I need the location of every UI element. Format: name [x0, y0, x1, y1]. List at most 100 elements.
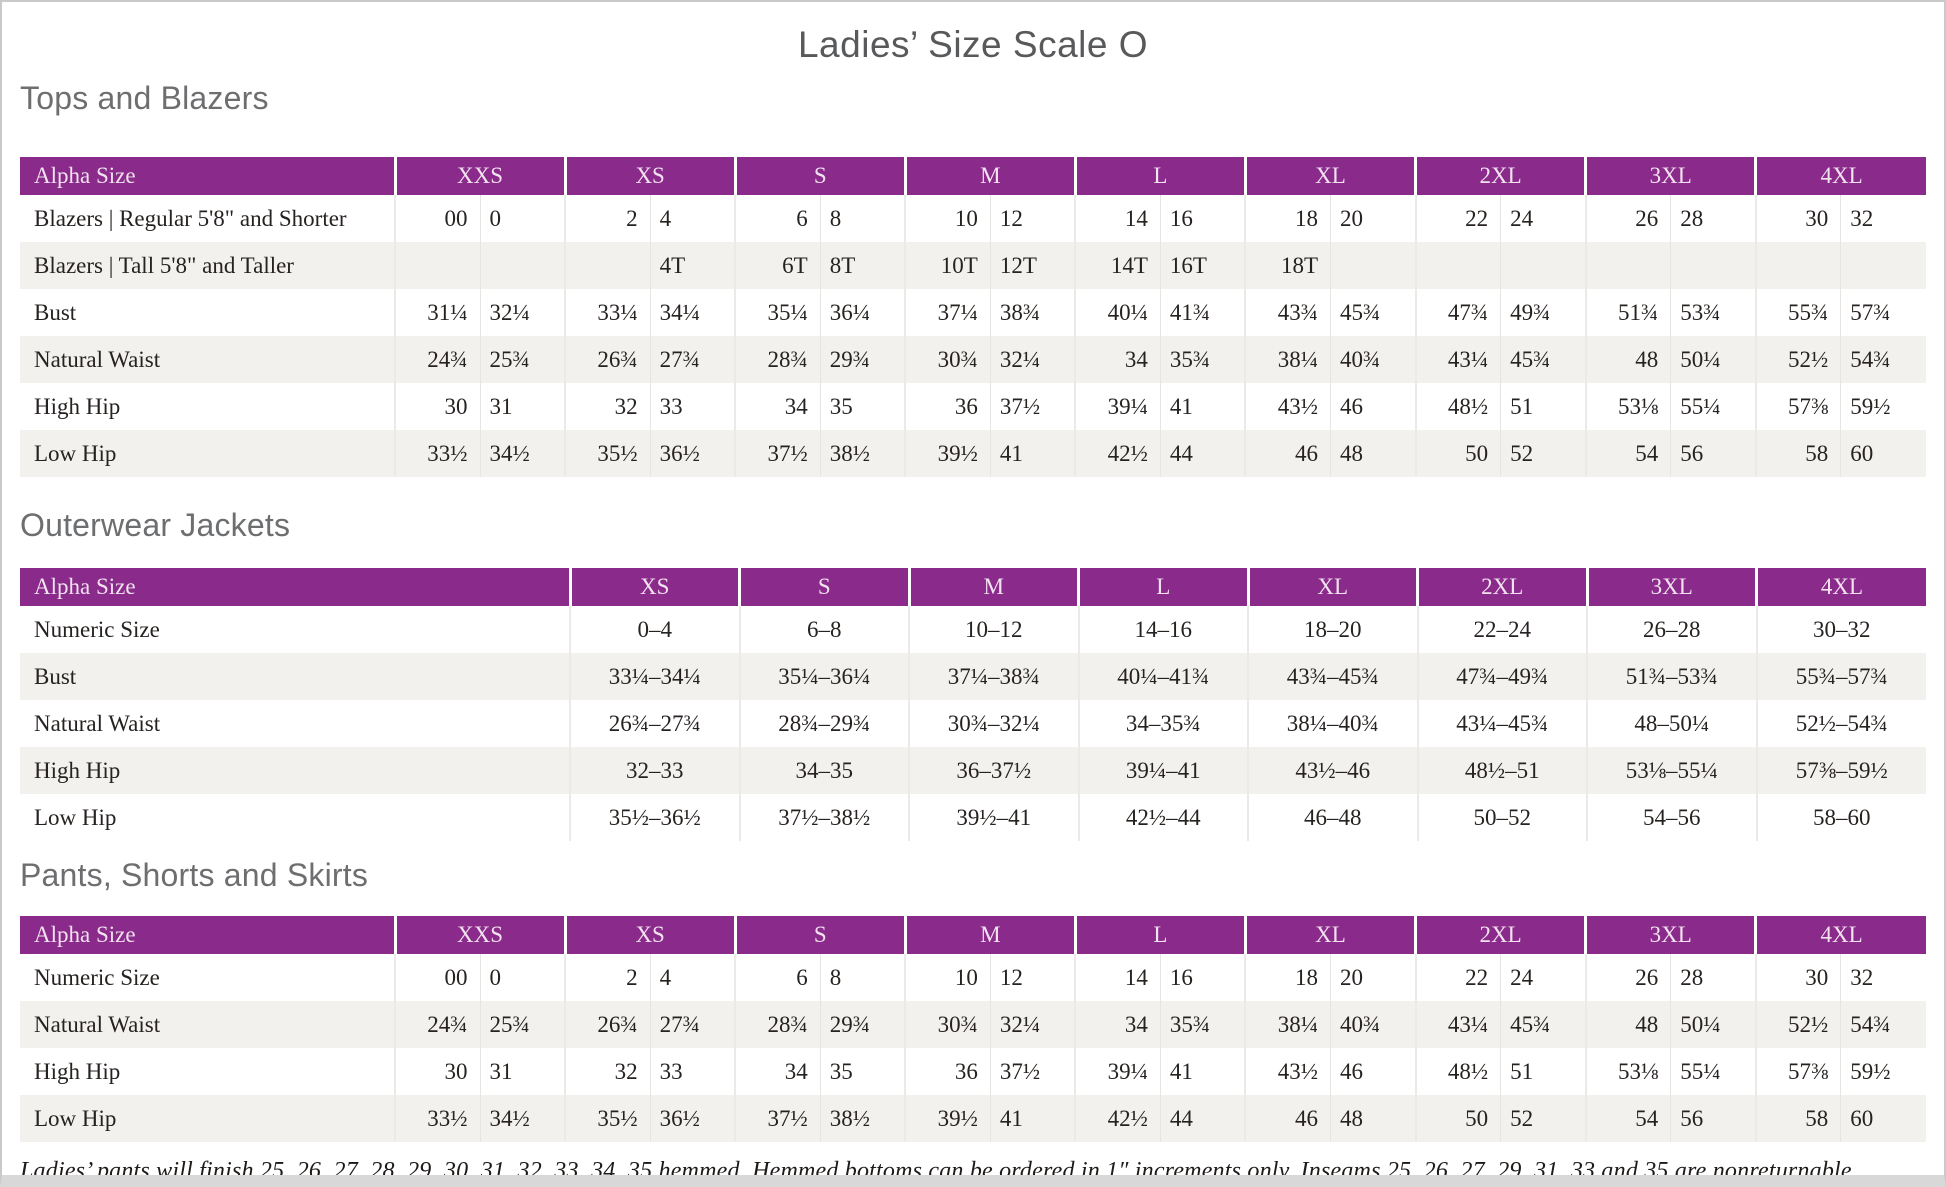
- size-group-header-s: S: [738, 568, 909, 606]
- size-value-cell: 36½: [649, 1095, 736, 1142]
- size-value-cell: 33½: [393, 430, 481, 477]
- size-value-cell: 39½–41: [908, 794, 1079, 841]
- size-value-cell: 48½: [1414, 1048, 1501, 1095]
- size-value-cell: 24¾: [393, 336, 481, 383]
- row-label: Low Hip: [20, 430, 395, 477]
- table-row: Blazers | Tall 5'8" and Taller 4T 6T 8T 10T 1…: [20, 242, 1926, 289]
- size-group-header-l: L: [1073, 916, 1246, 954]
- hemming-footnote: Ladies’ pants will finish 25, 26, 27, 28…: [20, 1158, 1858, 1184]
- size-value-cell: 40¼: [1074, 289, 1161, 336]
- size-value-cell: 36½: [649, 430, 736, 477]
- size-value-cell: 45¾: [1330, 289, 1416, 336]
- size-value-cell: 6: [734, 195, 821, 242]
- page-title: Ladies’ Size Scale O: [797, 24, 1149, 65]
- section-title-tops-and-blazers: Tops and Blazers: [20, 80, 269, 116]
- size-value-cell: 41: [1159, 383, 1246, 430]
- row-label: Numeric Size: [34, 616, 160, 642]
- row-label: Bust: [20, 653, 570, 700]
- size-value-cell: 52½: [1754, 1001, 1841, 1048]
- size-value-cell: 30¾: [904, 336, 991, 383]
- size-value-cell: 37¼–38¾: [908, 653, 1079, 700]
- size-value-cell: 44: [1159, 1095, 1246, 1142]
- size-value-cell: 48: [1330, 430, 1416, 477]
- size-value-cell: 00: [393, 954, 481, 1001]
- row-label: Blazers | Tall 5'8" and Taller: [20, 242, 395, 289]
- header-row: Alpha Size XS S M L XL 2XL 3XL 4XL: [20, 568, 1926, 606]
- size-value-cell: 35½: [564, 1095, 651, 1142]
- size-value-cell: 30: [1754, 195, 1841, 242]
- size-value-cell: [1584, 242, 1671, 289]
- size-value-cell: 48: [1584, 1001, 1671, 1048]
- size-group-header-s: S: [733, 916, 906, 954]
- size-value-cell: 34¼: [649, 289, 736, 336]
- size-value-cell: 30¾: [904, 1001, 991, 1048]
- size-value-cell: 46: [1244, 430, 1331, 477]
- size-value-cell: 12: [989, 195, 1076, 242]
- row-label: Blazers | Regular 5'8" and Shorter: [34, 205, 347, 231]
- size-value-cell: 35: [819, 383, 906, 430]
- table-row: High Hip 30 31 32 33 34 35 36 37½ 39¼ 41 43½ 46 48½ 51…: [20, 1048, 1926, 1095]
- size-value-cell: 8T: [819, 242, 906, 289]
- table-row: Low Hip 33½ 34½ 35½ 36½ 37½ 38½ 39½ 41 42½ 44 46 48 5…: [20, 430, 1926, 477]
- size-value-cell: 4T: [649, 242, 736, 289]
- size-value-cell: 49¾: [1500, 289, 1586, 336]
- table-row: High Hip 32–33 34–35 36–37½ 39¼–41 43½–46 48½–…: [20, 747, 1926, 794]
- size-value-cell: 47¾: [1414, 289, 1501, 336]
- size-value-cell: 8: [819, 954, 906, 1001]
- size-value-cell: [1670, 242, 1756, 289]
- size-value-cell: 48: [1584, 336, 1671, 383]
- size-value-cell: 50–52: [1416, 794, 1587, 841]
- size-value-cell: 51¾–53¾: [1586, 653, 1757, 700]
- size-value-cell: 50¼: [1670, 336, 1756, 383]
- size-value-cell: 34–35: [738, 747, 909, 794]
- size-value-cell: 44: [1159, 430, 1246, 477]
- size-value-cell: 36: [904, 383, 991, 430]
- size-value-cell: 39¼–41: [1077, 747, 1248, 794]
- size-value-cell: 37½: [989, 383, 1076, 430]
- size-value-cell: 38¼–40¾: [1247, 700, 1418, 747]
- size-value-cell: 32: [564, 1048, 651, 1095]
- size-value-cell: 0: [479, 195, 566, 242]
- size-value-cell: 25¾: [479, 1001, 566, 1048]
- size-value-cell: 4: [649, 954, 736, 1001]
- size-value-cell: 55¼: [1670, 383, 1756, 430]
- size-value-cell: 56: [1670, 430, 1756, 477]
- size-value-cell: 33¼–34¼: [569, 653, 740, 700]
- row-label: Low Hip: [20, 1095, 395, 1142]
- size-value-cell: 37½: [734, 430, 821, 477]
- size-value-cell: 6–8: [738, 606, 909, 653]
- size-value-cell: 41: [1159, 1048, 1246, 1095]
- table-row: Numeric Size 00 0 2 4 6 8 10 12 14 16 18 20 22 24 26 28 3…: [20, 954, 1926, 1001]
- size-group-header-xs: XS: [563, 916, 736, 954]
- size-value-cell: 54–56: [1586, 794, 1757, 841]
- size-value-cell: 2: [564, 954, 651, 1001]
- size-value-cell: 14–16: [1077, 606, 1248, 653]
- size-value-cell: 26¾: [564, 1001, 651, 1048]
- size-value-cell: 58–60: [1755, 794, 1926, 841]
- table-row: Low Hip 35½–36½ 37½–38½ 39½–41 42½–44 46–48 50…: [20, 794, 1926, 841]
- size-group-header-xl: XL: [1243, 157, 1416, 195]
- size-group-header-l: L: [1073, 157, 1246, 195]
- size-value-cell: 35¾: [1159, 336, 1246, 383]
- size-value-cell: 39¼: [1074, 1048, 1161, 1095]
- row-label: Natural Waist: [20, 1001, 395, 1048]
- size-value-cell: 28: [1670, 954, 1756, 1001]
- size-value-cell: 35½–36½: [569, 794, 740, 841]
- size-value-cell: 22: [1414, 954, 1501, 1001]
- size-value-cell: 14: [1074, 195, 1161, 242]
- size-value-cell: 00: [393, 195, 481, 242]
- size-value-cell: 34½: [479, 1095, 566, 1142]
- size-value-cell: [1840, 242, 1926, 289]
- size-value-cell: 38¼: [1244, 336, 1331, 383]
- size-group-header-2xl: 2XL: [1414, 916, 1586, 954]
- row-label: High Hip: [34, 393, 121, 419]
- size-value-cell: 34½: [479, 430, 566, 477]
- size-group-header-3xl: 3XL: [1584, 157, 1756, 195]
- size-group-header-xs: XS: [563, 157, 736, 195]
- size-value-cell: 46: [1330, 383, 1416, 430]
- size-value-cell: 18T: [1244, 242, 1331, 289]
- size-value-cell: 26–28: [1586, 606, 1757, 653]
- size-value-cell: 43¼: [1414, 336, 1501, 383]
- size-group-header-m: M: [907, 568, 1079, 606]
- size-value-cell: 35¼–36¼: [738, 653, 909, 700]
